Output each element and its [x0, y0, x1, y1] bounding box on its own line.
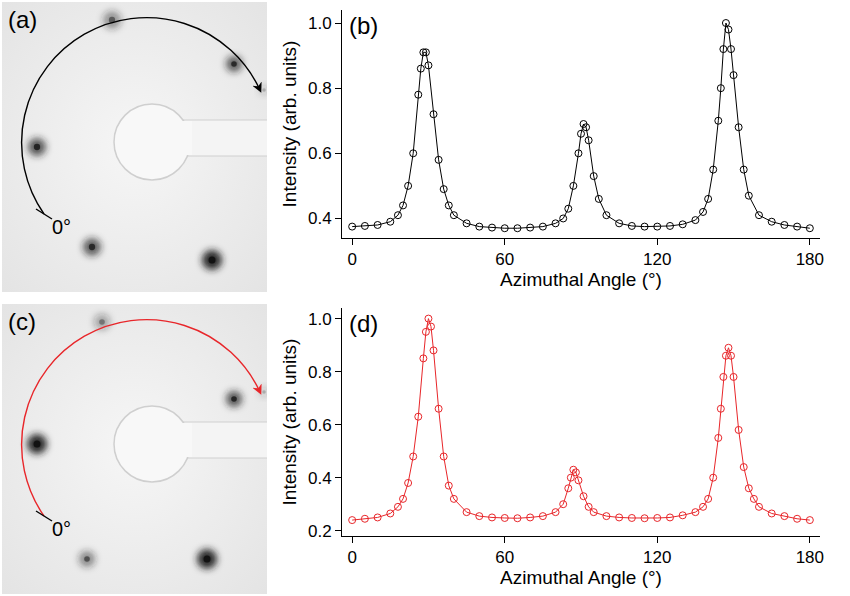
svg-text:180: 180 — [796, 250, 824, 269]
svg-text:120: 120 — [643, 250, 671, 269]
svg-text:0.4: 0.4 — [308, 469, 332, 488]
svg-text:1.0: 1.0 — [308, 310, 332, 329]
svg-text:0°: 0° — [52, 216, 71, 238]
svg-text:(c): (c) — [8, 308, 36, 335]
svg-text:0: 0 — [347, 250, 356, 269]
svg-text:0.8: 0.8 — [308, 363, 332, 382]
svg-text:120: 120 — [643, 548, 671, 567]
svg-text:Azimuthal Angle (°): Azimuthal Angle (°) — [500, 269, 662, 290]
svg-text:(d): (d) — [349, 310, 378, 337]
svg-text:60: 60 — [495, 548, 514, 567]
svg-text:60: 60 — [495, 250, 514, 269]
svg-text:0.8: 0.8 — [308, 79, 332, 98]
svg-text:180: 180 — [796, 548, 824, 567]
svg-text:0.6: 0.6 — [308, 416, 332, 435]
svg-text:0.2: 0.2 — [308, 522, 332, 541]
svg-text:(b): (b) — [349, 12, 378, 39]
svg-text:(a): (a) — [8, 6, 37, 33]
svg-text:0.6: 0.6 — [308, 144, 332, 163]
svg-text:0.4: 0.4 — [308, 209, 332, 228]
svg-text:Intensity (arb. units): Intensity (arb. units) — [279, 339, 300, 506]
svg-text:Azimuthal Angle (°): Azimuthal Angle (°) — [500, 567, 662, 588]
svg-text:0: 0 — [347, 548, 356, 567]
svg-text:Intensity (arb. units): Intensity (arb. units) — [279, 41, 300, 208]
svg-text:0°: 0° — [52, 518, 71, 540]
svg-text:1.0: 1.0 — [308, 14, 332, 33]
